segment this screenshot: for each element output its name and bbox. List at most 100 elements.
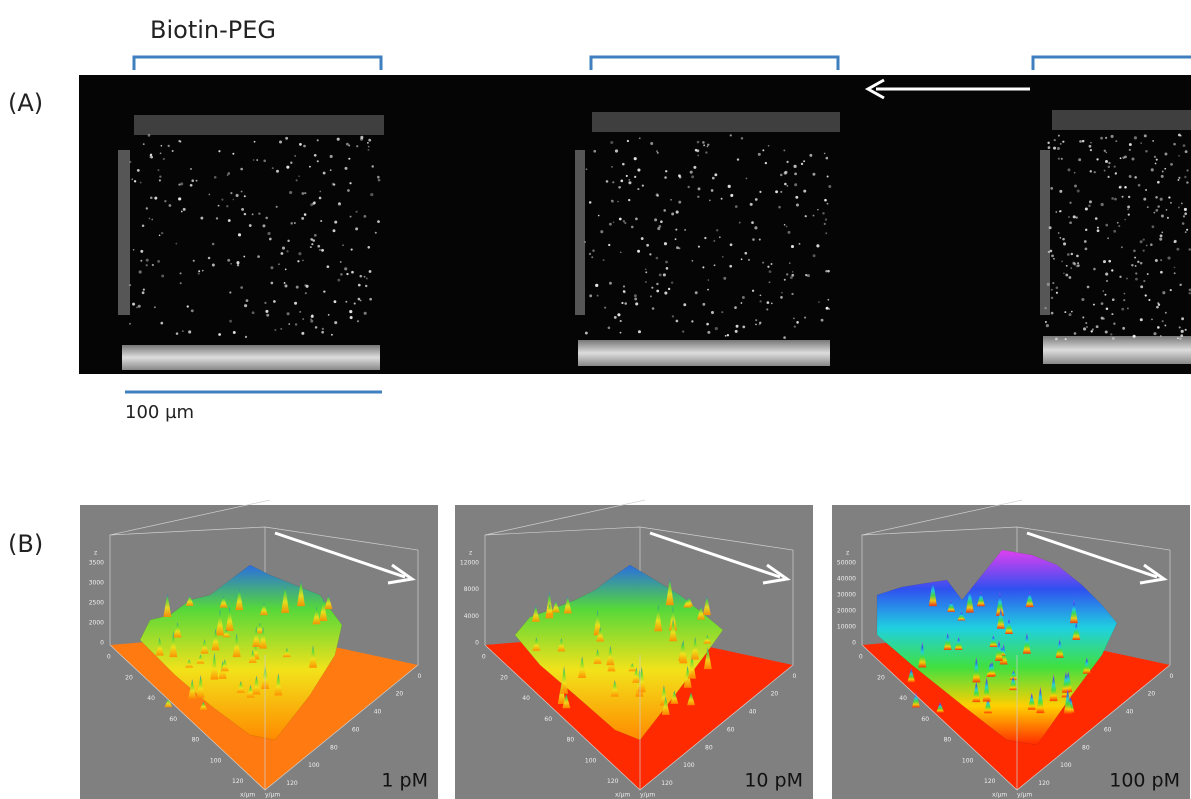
speckle bbox=[138, 305, 141, 308]
speckle bbox=[321, 249, 324, 252]
speckle bbox=[821, 319, 824, 322]
speckle bbox=[1060, 210, 1062, 212]
speckle bbox=[241, 191, 243, 193]
speckle bbox=[161, 232, 163, 234]
speckle bbox=[150, 196, 153, 199]
speckle bbox=[214, 176, 217, 179]
speckle bbox=[1143, 238, 1145, 240]
speckle bbox=[364, 215, 367, 218]
speckle bbox=[137, 169, 140, 172]
speckle bbox=[739, 222, 741, 224]
speckle bbox=[791, 293, 793, 295]
speckle bbox=[1111, 197, 1114, 200]
speckle bbox=[780, 296, 783, 299]
speckle bbox=[271, 282, 274, 285]
speckle bbox=[164, 200, 166, 202]
speckle bbox=[784, 224, 786, 226]
speckle bbox=[301, 192, 304, 195]
speckle bbox=[1061, 261, 1063, 263]
speckle bbox=[1127, 208, 1129, 210]
speckle bbox=[659, 274, 662, 277]
speckle bbox=[264, 302, 266, 304]
speckle bbox=[783, 149, 785, 151]
speckle bbox=[367, 149, 369, 151]
speckle bbox=[285, 137, 288, 140]
speckle bbox=[1118, 225, 1120, 227]
speckle bbox=[1051, 297, 1054, 300]
speckle bbox=[1121, 308, 1124, 311]
speckle bbox=[172, 150, 174, 152]
speckle bbox=[684, 229, 686, 231]
speckle bbox=[1185, 329, 1187, 331]
speckle bbox=[1074, 185, 1077, 188]
speckle bbox=[342, 244, 344, 246]
speckle bbox=[741, 258, 743, 260]
speckle bbox=[358, 284, 361, 287]
speckle bbox=[741, 302, 743, 304]
speckle bbox=[274, 329, 276, 331]
speckle bbox=[691, 320, 693, 322]
speckle bbox=[631, 226, 634, 229]
speckle bbox=[1186, 181, 1188, 183]
speckle bbox=[351, 271, 354, 274]
speckle bbox=[322, 328, 324, 330]
speckle bbox=[366, 278, 368, 280]
speckle bbox=[1077, 262, 1079, 264]
speckle bbox=[1143, 280, 1145, 282]
x-tick-label: 20 bbox=[125, 674, 133, 681]
speckle bbox=[603, 259, 605, 261]
speckle bbox=[1133, 335, 1136, 338]
speckle bbox=[1179, 284, 1181, 286]
speckle bbox=[142, 225, 145, 228]
speckle bbox=[302, 318, 304, 320]
speckle bbox=[828, 185, 831, 188]
y-axis-label: y/µm bbox=[265, 792, 280, 799]
speckle bbox=[805, 274, 807, 276]
speckle bbox=[345, 167, 348, 170]
speckle bbox=[805, 215, 807, 217]
z-tick-label: 3500 bbox=[89, 560, 104, 567]
speckle bbox=[1096, 158, 1098, 160]
speckle bbox=[133, 249, 135, 251]
speckle bbox=[1184, 208, 1187, 211]
speckle bbox=[227, 174, 229, 176]
speckle bbox=[634, 294, 637, 297]
speckle bbox=[1128, 214, 1130, 216]
speckle bbox=[609, 223, 612, 226]
speckle bbox=[1131, 264, 1133, 266]
speckle bbox=[1117, 222, 1119, 224]
y-tick-label: 80 bbox=[330, 744, 338, 751]
speckle bbox=[1063, 242, 1066, 245]
speckle bbox=[233, 199, 235, 201]
speckle bbox=[256, 159, 258, 161]
speckle bbox=[656, 283, 658, 285]
speckle bbox=[323, 172, 326, 175]
speckle bbox=[1160, 259, 1162, 261]
speckle bbox=[1083, 327, 1086, 330]
speckle bbox=[768, 145, 770, 147]
x-tick-label: 60 bbox=[921, 716, 929, 723]
speckle bbox=[593, 150, 596, 153]
speckle bbox=[1067, 253, 1070, 256]
speckle bbox=[787, 185, 789, 187]
speckle bbox=[794, 183, 797, 186]
z-tick-label: 0 bbox=[475, 640, 479, 647]
speckle bbox=[1134, 136, 1137, 139]
speckle bbox=[760, 294, 762, 296]
speckle bbox=[1062, 238, 1065, 241]
speckle bbox=[1156, 306, 1159, 309]
y-tick-label: 0 bbox=[1169, 673, 1173, 680]
speckle bbox=[755, 198, 758, 201]
speckle bbox=[1050, 187, 1053, 190]
speckle bbox=[619, 218, 622, 221]
speckle bbox=[604, 307, 606, 309]
speckle bbox=[1073, 215, 1076, 218]
speckle bbox=[759, 191, 761, 193]
speckle bbox=[310, 246, 312, 248]
speckle bbox=[1110, 333, 1112, 335]
speckle bbox=[657, 227, 660, 230]
speckle bbox=[1103, 290, 1105, 292]
speckle bbox=[715, 327, 718, 330]
speckle bbox=[1184, 176, 1186, 178]
speckle bbox=[1090, 149, 1092, 151]
